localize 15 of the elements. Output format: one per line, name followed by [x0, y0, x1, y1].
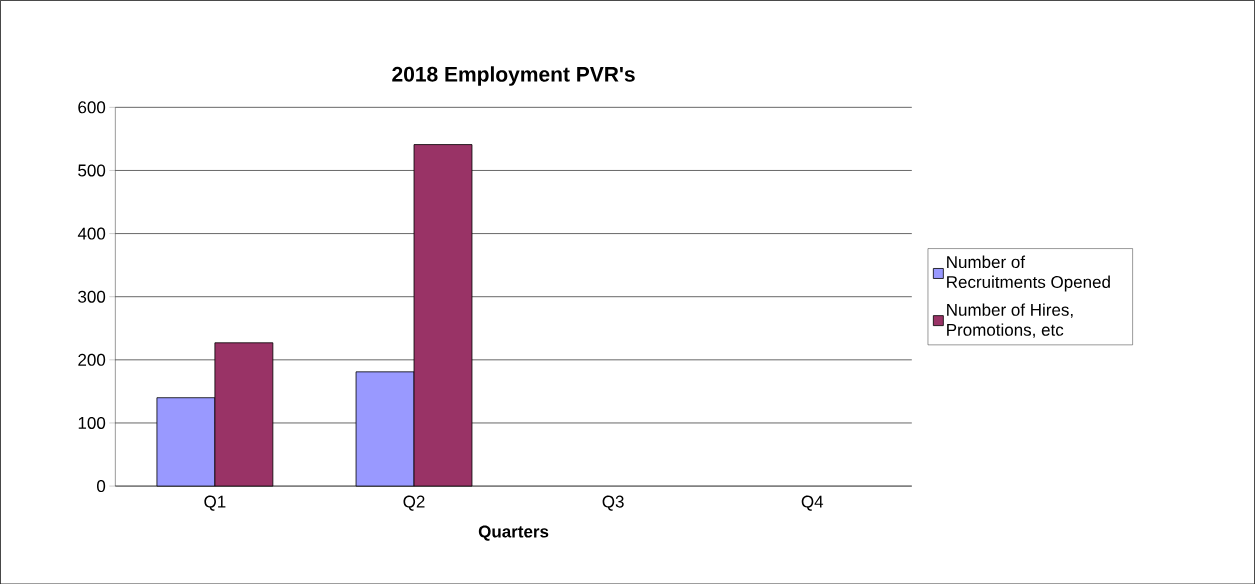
y-tick-label: 200 [78, 353, 106, 366]
y-tick-label: 400 [77, 227, 106, 240]
legend-label: Number of Recruitments Opened [947, 255, 1110, 292]
x-tick-label: Q1 [204, 495, 226, 511]
y-tick-label: 100 [78, 416, 106, 429]
y-tick-label: 300 [78, 290, 106, 303]
chart-title: 2018 Employment PVR's [392, 66, 635, 86]
legend-label: Number of Hires, Promotions, etc [947, 303, 1073, 338]
x-axis-title: Quarters [478, 525, 549, 541]
y-tick-label: 500 [78, 164, 106, 177]
x-tick-label: Q4 [801, 495, 824, 511]
y-tick-label: 600 [78, 101, 106, 114]
y-tick-label: 0 [97, 479, 106, 492]
x-tick-label: Q3 [602, 495, 624, 511]
x-tick-label: Q2 [403, 495, 425, 511]
